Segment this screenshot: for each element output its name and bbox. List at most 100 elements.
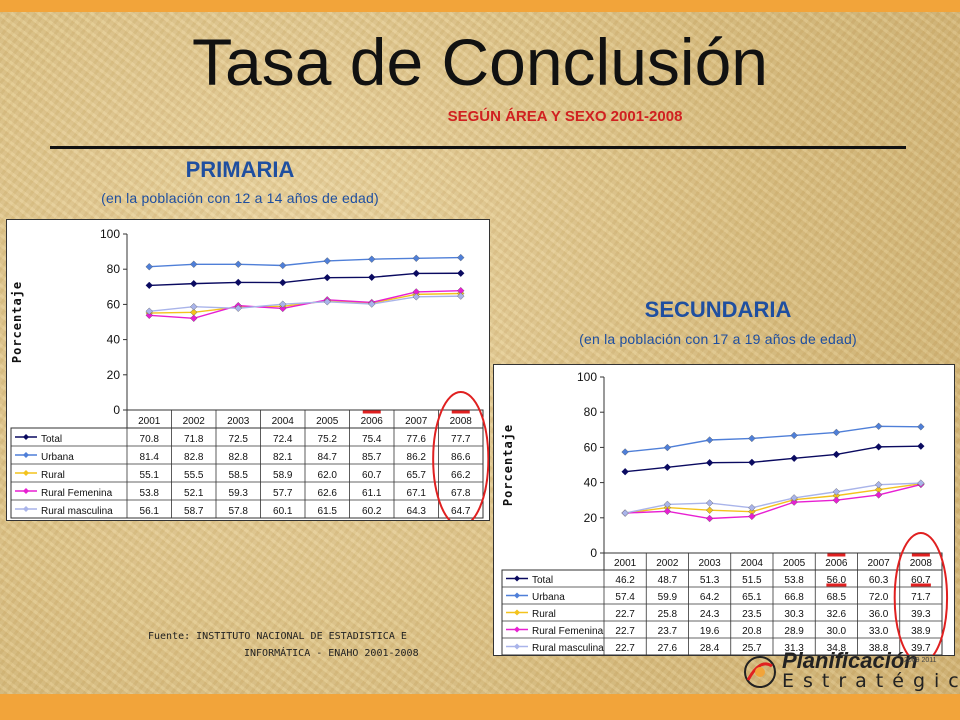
series-4-point — [412, 293, 420, 301]
bottom-accent-bar — [0, 694, 960, 720]
legend-marker-4 — [514, 643, 520, 650]
series-0-point — [748, 458, 756, 467]
series-1-point — [832, 428, 841, 437]
y-tick-label: 100 — [100, 227, 120, 241]
series-1-point — [790, 431, 798, 440]
data-table-cell: 38.8 — [869, 643, 889, 654]
data-table-cell: 58.5 — [229, 470, 249, 481]
series-line-1 — [625, 425, 921, 453]
primaria-heading: PRIMARIA — [185, 157, 295, 182]
legend-entry: Rural — [532, 609, 556, 620]
y-tick-label: 80 — [107, 262, 121, 276]
data-table-cell: 31.3 — [784, 643, 804, 654]
data-table-cell: 66.2 — [451, 470, 471, 481]
data-table-cell: 75.4 — [362, 434, 382, 445]
series-3-point — [663, 507, 672, 515]
series-4-point — [145, 307, 153, 315]
legend-entry: Urbana — [532, 592, 565, 603]
series-0-point — [323, 273, 331, 282]
data-table-cell: 24.3 — [700, 609, 720, 620]
series-0-point — [234, 278, 242, 287]
data-table-cell: 51.5 — [742, 575, 762, 586]
series-1-point — [874, 422, 883, 430]
data-table-cell: 67.1 — [407, 488, 427, 499]
data-table-cell: 57.4 — [615, 592, 635, 603]
series-3-point — [190, 314, 198, 322]
x-tick-label: 2008 — [910, 558, 933, 569]
series-line-4 — [624, 482, 921, 514]
secundaria-chart: 0 20 40 60 80 100 Porcentaje 2001 2002 2003 2004 20… — [493, 364, 955, 664]
legend-entry: Rural Femenina — [41, 488, 113, 499]
data-table-cell: 25.8 — [658, 609, 678, 620]
y-tick-label: 80 — [584, 405, 598, 419]
series-0-point — [457, 269, 465, 277]
series-1-point — [190, 260, 198, 268]
data-table-cell: 64.3 — [407, 506, 427, 517]
source-line-2: INFORMÁTICA - ENAHO 2001-2008 — [244, 648, 419, 659]
series-1-point — [234, 260, 242, 268]
data-table-cell: 66.8 — [784, 592, 804, 603]
series-0-point — [832, 450, 841, 459]
legend-entry: Urbana — [41, 452, 74, 463]
series-0-point — [412, 269, 420, 278]
logo-main-text: Planificación — [782, 648, 918, 673]
series-4-point — [190, 303, 198, 311]
title-divider — [50, 146, 906, 149]
data-table-cell: 25.7 — [742, 643, 762, 654]
data-table-cell: 52.1 — [184, 488, 204, 499]
primaria-chart: 0 20 40 60 80 100 Porcentaje 2001 2002 2003 2004 20… — [6, 219, 490, 527]
legend-entry: Rural masculina — [41, 506, 113, 517]
series-0-point — [874, 443, 883, 451]
data-table-cell: 19.6 — [700, 626, 720, 637]
data-table-cell: 22.7 — [615, 643, 635, 654]
x-tick-label: 2001 — [138, 416, 161, 427]
data-table-cell: 77.6 — [407, 434, 427, 445]
primaria-subheading: (en la población con 12 a 14 años de eda… — [101, 190, 379, 206]
data-table-cell: 39.3 — [911, 609, 931, 620]
series-4-point — [621, 509, 629, 517]
data-table-cell: 20.8 — [742, 626, 762, 637]
legend-entry: Rural — [41, 470, 65, 481]
data-table-cell: 28.4 — [700, 643, 720, 654]
legend-marker-3 — [514, 626, 520, 633]
series-line-2 — [625, 483, 921, 514]
series-3-point — [705, 514, 714, 523]
series-3-point — [790, 498, 798, 506]
data-table-cell: 86.2 — [407, 452, 427, 463]
legend-marker-0 — [514, 575, 520, 582]
x-tick-label: 2005 — [316, 416, 339, 427]
series-4-point — [234, 304, 242, 312]
data-table-cell: 23.5 — [742, 609, 762, 620]
top-accent-bar — [0, 0, 960, 12]
data-table-cell: 82.1 — [273, 452, 293, 463]
series-1-point — [705, 436, 714, 444]
y-tick-label: 40 — [584, 476, 598, 490]
data-table-cell: 85.7 — [362, 452, 382, 463]
data-table-cell: 28.9 — [784, 626, 804, 637]
data-table-cell: 61.5 — [318, 506, 338, 517]
x-tick-label: 2008 — [450, 416, 473, 427]
data-table-cell: 72.5 — [229, 434, 249, 445]
data-table-cell: 51.3 — [700, 575, 720, 586]
series-4-point — [368, 300, 376, 308]
data-table-cell: 72.0 — [869, 592, 889, 603]
x-tick-label: 2004 — [272, 416, 295, 427]
series-4-point — [874, 481, 883, 489]
series-line-3 — [149, 289, 461, 320]
data-table-cell: 39.7 — [911, 643, 931, 654]
data-table-cell: 32.6 — [827, 609, 847, 620]
y-axis-label: Porcentaje — [10, 281, 24, 363]
series-line-0 — [149, 272, 461, 287]
x-tick-label: 2002 — [656, 558, 679, 569]
series-0-point — [190, 279, 198, 288]
series-0-point — [145, 281, 153, 290]
primaria-chart-svg: 0 20 40 60 80 100 Porcentaje 2001 2002 2003 2004 20… — [10, 227, 490, 527]
series-0-point — [279, 278, 287, 287]
data-table-cell: 22.7 — [615, 609, 635, 620]
y-tick-label: 0 — [590, 546, 597, 560]
x-tick-label: 2003 — [699, 558, 722, 569]
y-axis-label: Porcentaje — [501, 424, 515, 506]
x-tick-label: 2007 — [405, 416, 428, 427]
data-table-cell: 60.7 — [362, 470, 382, 481]
series-2-point — [705, 506, 714, 514]
